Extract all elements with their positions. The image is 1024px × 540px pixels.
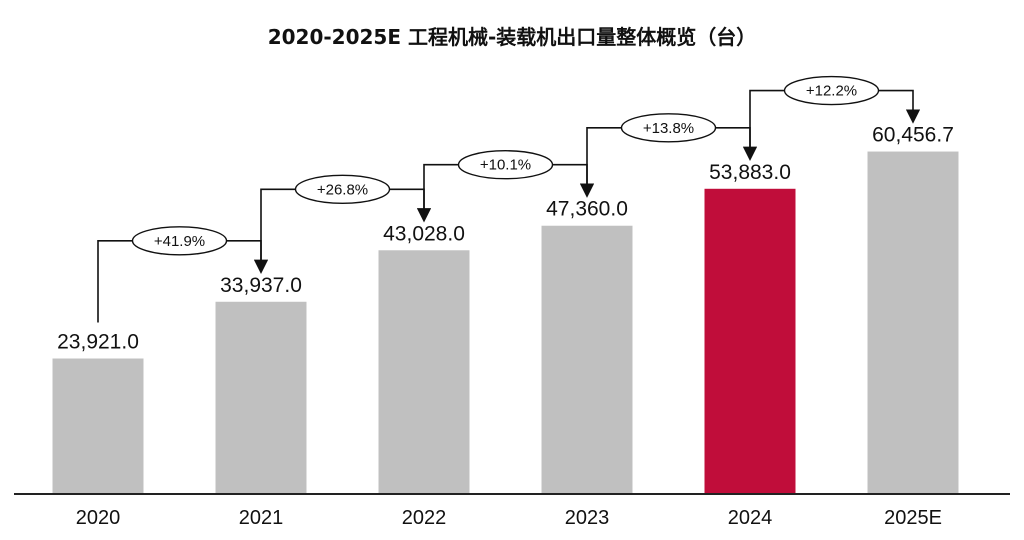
bar-2025E [867,151,959,494]
growth-badge-2024 [620,113,717,143]
category-label-2022: 2022 [402,507,447,529]
bar-2024 [704,188,796,494]
growth-label-2025E: +12.2% [806,83,857,100]
bar-2022 [378,250,470,494]
label-group: 23,921.0 2020 33,937.0 2021 43,028.0 2022 47,3… [57,124,954,529]
growth-label-2023: +10.1% [480,157,531,174]
value-label-2020: 23,921.0 [57,331,139,354]
bar-2020 [52,358,144,494]
value-label-2021: 33,937.0 [220,274,302,297]
value-label-2025E: 60,456.7 [872,124,954,147]
growth-badge-2023 [457,150,554,180]
category-label-2024: 2024 [728,507,773,529]
growth-arrow-group: +41.9% +26.8% +10.1% +13.8% +12.2% [97,75,921,323]
category-label-2023: 2023 [565,507,610,529]
growth-label-2022: +26.8% [317,181,368,198]
value-label-2022: 43,028.0 [383,222,465,245]
category-label-2020: 2020 [76,507,121,529]
chart-title: 2020-2025E 工程机械-装载机出口量整体概览（台） [268,25,757,49]
category-label-2025E: 2025E [884,507,942,529]
growth-label-2021: +41.9% [154,233,205,250]
growth-badge-2021 [131,226,228,256]
growth-label-2024: +13.8% [643,120,694,137]
value-label-2024: 53,883.0 [709,161,791,184]
bar-group [52,151,959,494]
bar-2023 [541,225,633,494]
growth-badge-2025E [783,75,880,106]
value-label-2023: 47,360.0 [546,198,628,221]
growth-badge-2022 [294,174,391,204]
category-label-2021: 2021 [239,507,284,529]
bar-2021 [215,301,307,494]
